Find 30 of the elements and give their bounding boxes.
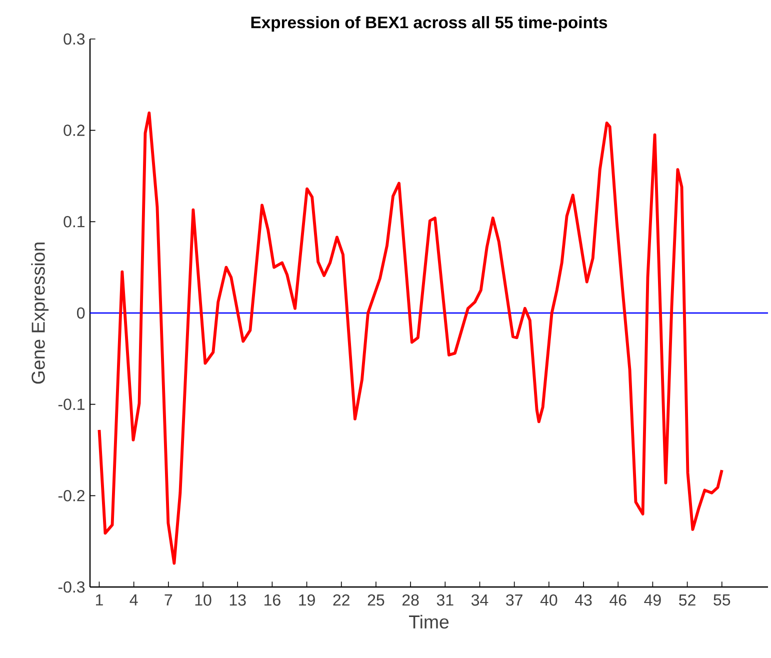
x-tick-label: 22 <box>333 594 350 606</box>
y-axis-title: Gene Expression <box>31 242 49 384</box>
y-tick-label: -0.3 <box>58 581 85 593</box>
x-tick-label: 55 <box>714 594 730 606</box>
line-series <box>98 112 724 565</box>
x-tick-label: 34 <box>471 594 488 606</box>
x-tick-label: 31 <box>436 594 454 606</box>
x-tick-label: 7 <box>164 594 172 606</box>
x-tick-label: 10 <box>195 594 212 606</box>
x-tick-label: 37 <box>506 594 522 606</box>
x-tick-label: 52 <box>679 594 696 606</box>
y-tick-label: -0.2 <box>58 490 84 502</box>
x-tick-label: 25 <box>368 594 384 606</box>
x-tick-label: 4 <box>130 594 138 606</box>
y-tick-label: 0.2 <box>64 124 84 136</box>
x-tick-label: 43 <box>574 594 592 606</box>
x-tick-label: 49 <box>644 594 661 606</box>
y-tick-label: 0 <box>77 307 85 319</box>
x-tick-label: 28 <box>402 594 419 606</box>
x-tick-label: 13 <box>230 594 246 606</box>
x-tick-label: 46 <box>610 594 626 606</box>
y-tick-label: 0.3 <box>64 33 85 45</box>
x-tick-label: 1 <box>96 594 103 606</box>
chart-title: Expression of BEX1 across all 55 time-points <box>251 16 608 32</box>
x-tick-label: 40 <box>540 594 558 606</box>
y-tick-label: 0.1 <box>64 216 85 228</box>
y-tick-label: -0.1 <box>58 398 85 410</box>
x-tick-label: 19 <box>299 594 315 606</box>
x-axis-title: Time <box>409 614 449 629</box>
x-tick-label: 16 <box>264 594 280 606</box>
